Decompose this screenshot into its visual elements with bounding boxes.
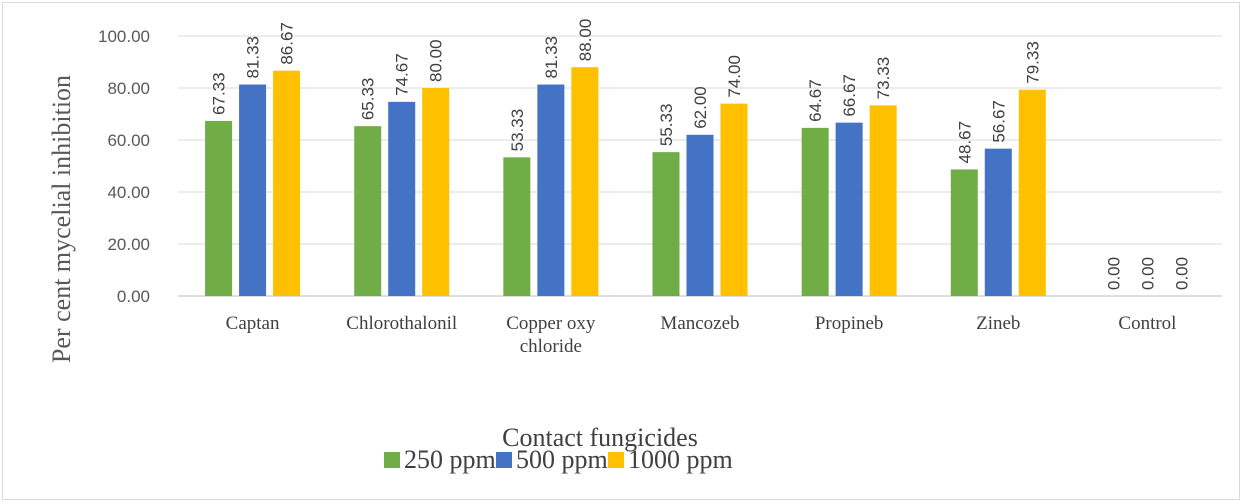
data-label: 0.00	[1138, 257, 1157, 290]
bar	[537, 84, 565, 297]
bar	[273, 70, 301, 297]
data-label: 56.67	[989, 100, 1008, 143]
bar	[239, 84, 267, 297]
data-label: 86.67	[278, 22, 297, 65]
y-tick-label: 60.00	[107, 131, 150, 150]
data-label: 67.33	[210, 72, 229, 115]
data-label: 0.00	[1172, 257, 1191, 290]
legend-label: 250 ppm	[404, 445, 496, 474]
data-label: 64.67	[806, 79, 825, 122]
bar	[205, 120, 233, 296]
bar	[354, 126, 382, 296]
y-tick-label: 80.00	[107, 79, 150, 98]
bar	[835, 122, 863, 297]
bar	[422, 88, 450, 296]
gridlines	[178, 35, 1222, 297]
data-label: 74.67	[393, 53, 412, 96]
data-label: 62.00	[691, 86, 710, 129]
x-tick-label: Mancozeb	[660, 313, 739, 334]
legend-label: 500 ppm	[516, 445, 608, 474]
data-label: 48.67	[955, 121, 974, 164]
legend-swatch	[608, 452, 624, 468]
data-label: 65.33	[359, 78, 378, 121]
legend-swatch	[496, 452, 512, 468]
y-axis-ticks: 0.00 20.00 40.00 60.00 80.00 100.00	[98, 27, 150, 306]
data-label: 66.67	[840, 74, 859, 117]
data-labels: 67.33 81.33 86.67 65.33 74.67 80.00 53.33 81.33…	[210, 19, 1192, 290]
x-axis-title: Contact fungicides	[502, 423, 698, 452]
data-label: 80.00	[427, 39, 446, 82]
data-label: 74.00	[725, 55, 744, 98]
bar	[503, 157, 531, 296]
legend: 250 ppm 500 ppm 1000 ppm	[384, 445, 733, 474]
bar	[571, 67, 599, 296]
bar	[686, 134, 714, 296]
data-label: 0.00	[1104, 257, 1123, 290]
bar	[950, 169, 978, 296]
data-label: 79.33	[1023, 41, 1042, 84]
data-label: 88.00	[576, 19, 595, 62]
x-tick-label: chloride	[520, 336, 582, 357]
data-label: 53.33	[508, 109, 527, 152]
legend-label: 1000 ppm	[628, 445, 733, 474]
bar	[1018, 89, 1046, 296]
data-label: 81.33	[244, 36, 263, 79]
y-tick-label: 0.00	[117, 287, 150, 306]
bar	[869, 105, 897, 296]
y-tick-label: 100.00	[98, 27, 150, 46]
y-tick-label: 40.00	[107, 183, 150, 202]
x-tick-label: Captan	[226, 313, 280, 334]
y-axis-title: Per cent mycelial inhibition	[47, 75, 76, 363]
x-tick-label: Control	[1118, 313, 1176, 334]
bar	[984, 148, 1012, 296]
bar	[652, 152, 680, 296]
x-tick-label: Chlorothalonil	[346, 313, 457, 334]
x-tick-label: Copper oxy	[506, 313, 596, 334]
bar	[720, 103, 748, 296]
bar	[388, 101, 416, 296]
data-label: 73.33	[874, 57, 893, 100]
legend-swatch	[384, 452, 400, 468]
x-tick-label: Zineb	[976, 313, 1020, 334]
x-tick-label: Propineb	[815, 313, 884, 334]
bar	[801, 127, 829, 296]
data-label: 81.33	[542, 36, 561, 79]
y-tick-label: 20.00	[107, 235, 150, 254]
bars	[205, 67, 1046, 297]
data-label: 55.33	[657, 104, 676, 147]
